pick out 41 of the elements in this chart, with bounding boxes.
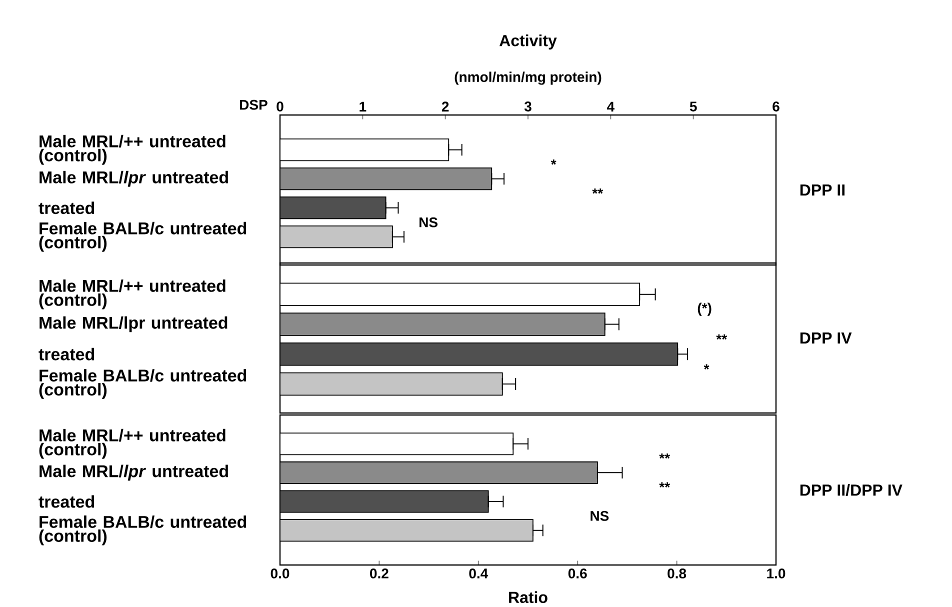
x-tick-label: 0.0 (270, 568, 290, 578)
annotation: * (550, 160, 556, 165)
y-tick-label: Female BALB/c untreated (control) (39, 515, 246, 546)
y-tick-label: treated (38, 202, 94, 214)
x-tick-label: 6 (772, 102, 780, 112)
annotation: (*) (698, 302, 712, 316)
annotation: NS (590, 510, 609, 521)
y2-axis-title: DPP II (800, 184, 845, 196)
y2-axis-title: DPP II/DPP IV (800, 484, 902, 496)
x-axis-title: Ratio (509, 591, 548, 604)
x-tick-label: 0.6 (568, 568, 587, 578)
y-tick-label: Male MRL/lpr untreated (40, 316, 228, 332)
y-tick-label: Male MRL/lpr untreated (40, 464, 228, 481)
y-tick-label: Male MRL/++ untreated (control) (39, 134, 226, 165)
y-tick-label: Male MRL/lpr untreated (40, 170, 228, 187)
x-tick-label: 5 (690, 102, 697, 112)
x-tick-label: 0.4 (469, 568, 488, 578)
x-tick-label: 2 (442, 102, 449, 112)
annotation: ** (659, 453, 670, 459)
y-tick-label: treated (38, 495, 94, 508)
annotation: * (704, 364, 710, 370)
y-tick-label: Male MRL/++ untreated (control) (39, 428, 226, 459)
x-tick-label: 0 (276, 102, 284, 112)
x-tick-label: 0.8 (668, 568, 686, 578)
y-tick-label: Male MRL/++ untreated (control) (39, 279, 226, 310)
x-tick-label: 4 (606, 102, 614, 112)
x-tick-label: 1 (360, 102, 366, 112)
annotation: ** (592, 188, 604, 194)
x-axis-title: Activity (499, 34, 557, 50)
x-tick-label: 1.0 (767, 568, 786, 578)
annotation: NS (420, 217, 438, 228)
y-tick-label: treated (38, 348, 94, 360)
text: (nmol/min/mg protein) (454, 72, 602, 85)
y2-axis-title: DPP IV (800, 332, 852, 344)
y-tick-label: Female BALB/c untreated (control) (39, 369, 246, 399)
text: DSP (240, 100, 268, 110)
x-tick-label: 3 (524, 102, 532, 112)
annotation: ** (659, 482, 670, 488)
annotation: ** (716, 334, 728, 340)
y-tick-label: Female BALB/c untreated (control) (39, 222, 246, 252)
x-tick-label: 0.2 (370, 568, 388, 578)
